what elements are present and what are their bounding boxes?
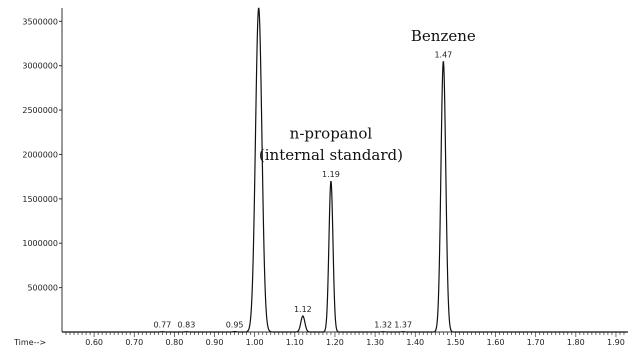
x-tick-label: 1.00 [246,338,264,347]
x-tick-label: 0.70 [125,338,143,347]
peak-label: 1.47 [434,50,452,59]
peak-labels: 0.77 0.83 0.95 1.12 1.19 1.32 1.37 1.47 [153,50,452,329]
compound-annotation: n-propanol [290,124,373,142]
x-axis-label: Time--> [13,338,46,347]
peak-label: 1.32 [374,321,392,330]
x-tick-label: 1.10 [286,338,304,347]
peak-label: 0.83 [178,321,196,330]
y-tick-label: 2500000 [22,106,58,115]
y-tick-label: 3500000 [22,17,58,26]
axes [61,8,628,333]
y-tick-label: 500000 [27,284,58,293]
x-tick-label: 1.80 [567,338,585,347]
y-tick-label: 1000000 [22,239,58,248]
y-tick-label: 1500000 [22,195,58,204]
compound-annotation: Benzene [411,27,476,45]
chromatogram-trace [62,7,628,333]
x-ticks: 0.60 0.70 0.80 0.90 1.00 1.10 1.20 1.30 1.40 1.50… [65,332,625,347]
x-tick-label: 1.90 [607,338,625,347]
x-tick-label: 1.70 [527,338,545,347]
peak-label: 1.19 [322,170,340,179]
x-tick-label: 1.40 [406,338,424,347]
y-tick-label: 3000000 [22,62,58,71]
x-tick-label: 0.60 [85,338,103,347]
peak-label: 0.95 [226,321,244,330]
annotations: Benzene n-propanol (internal standard) [259,27,476,164]
x-tick-label: 1.30 [366,338,384,347]
x-tick-label: 1.50 [446,338,464,347]
y-ticks: 500000 1000000 1500000 2000000 2500000 300000… [22,17,62,293]
trace [62,7,628,333]
peak-label: 1.12 [294,305,312,314]
compound-annotation: (internal standard) [259,146,403,164]
x-tick-label: 0.80 [165,338,183,347]
x-tick-label: 1.20 [326,338,344,347]
x-tick-label: 1.60 [487,338,505,347]
peak-label: 0.77 [153,321,171,330]
y-tick-label: 2000000 [22,150,58,159]
peak-label: 1.37 [394,321,412,330]
x-tick-label: 0.90 [206,338,224,347]
